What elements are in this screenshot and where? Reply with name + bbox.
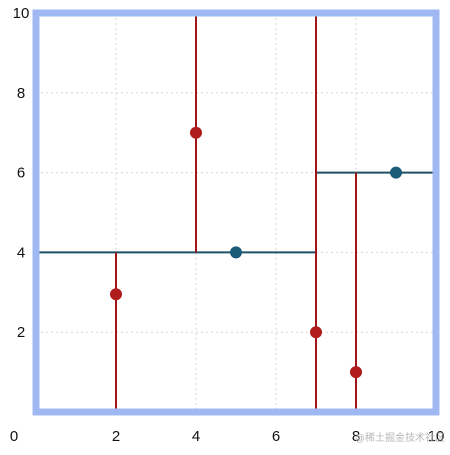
x-tick-label: 10 <box>428 428 445 445</box>
split-point <box>230 246 242 259</box>
vertical-split-lines <box>115 13 357 412</box>
data-point <box>310 326 322 339</box>
x-tick-label: 6 <box>272 428 280 445</box>
horizontal-split-lines <box>36 171 436 254</box>
x-tick-label: 2 <box>112 428 120 445</box>
data-points <box>110 126 362 379</box>
y-tick-label: 4 <box>17 244 25 261</box>
watermark: @稀土掘金技术社区 <box>355 431 445 444</box>
y-tick-label: 8 <box>17 85 25 102</box>
y-tick-labels: 2 4 6 8 10 <box>13 5 30 341</box>
split-point <box>390 166 402 179</box>
x-tick-labels: 2 4 6 8 10 <box>112 428 445 445</box>
x-tick-label: 4 <box>192 428 200 445</box>
grid-lines <box>36 13 436 412</box>
split-points <box>230 166 402 259</box>
data-point <box>110 288 122 301</box>
x-tick-label: 8 <box>352 428 360 445</box>
data-point <box>190 126 202 139</box>
origin-tick-label: 0 <box>10 428 18 445</box>
data-point <box>350 366 362 379</box>
y-tick-label: 2 <box>17 324 25 341</box>
y-tick-label: 10 <box>13 5 30 22</box>
y-tick-label: 6 <box>17 165 25 182</box>
plot-frame <box>32 9 440 416</box>
